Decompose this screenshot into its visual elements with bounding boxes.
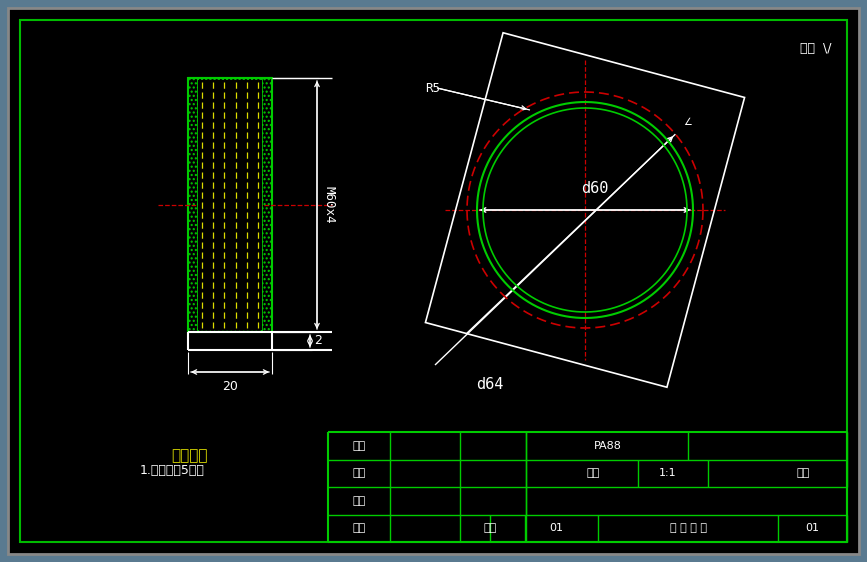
- Text: ∠: ∠: [683, 117, 693, 127]
- Text: 01: 01: [549, 523, 563, 533]
- Text: 字号: 字号: [484, 523, 497, 533]
- Bar: [188, 78, 272, 332]
- Text: d64: d64: [476, 377, 504, 392]
- Text: R5: R5: [425, 82, 440, 95]
- Text: M60x4: M60x4: [323, 186, 336, 224]
- Text: 其余  \/: 其余 \/: [800, 42, 840, 55]
- Text: 塑件: 塑件: [797, 468, 810, 478]
- Text: 技术要求: 技术要求: [172, 448, 208, 463]
- Text: PA88: PA88: [594, 441, 622, 451]
- Text: 校核: 校核: [352, 468, 366, 478]
- Text: 设计: 设计: [352, 441, 366, 451]
- Text: 01: 01: [805, 523, 819, 533]
- Text: 2: 2: [314, 334, 322, 347]
- Text: 比例: 比例: [586, 468, 600, 478]
- Text: d60: d60: [581, 181, 609, 196]
- Bar: [198, 80, 262, 330]
- Text: 审核: 审核: [352, 496, 366, 506]
- Bar: [188, 78, 272, 332]
- Text: 共 张 第 张: 共 张 第 张: [669, 523, 707, 533]
- Text: 1.制造精度5级；: 1.制造精度5级；: [140, 464, 205, 477]
- Text: 班级: 班级: [352, 523, 366, 533]
- Text: 20: 20: [222, 380, 238, 393]
- Text: 1:1: 1:1: [659, 468, 677, 478]
- Bar: [426, 33, 745, 387]
